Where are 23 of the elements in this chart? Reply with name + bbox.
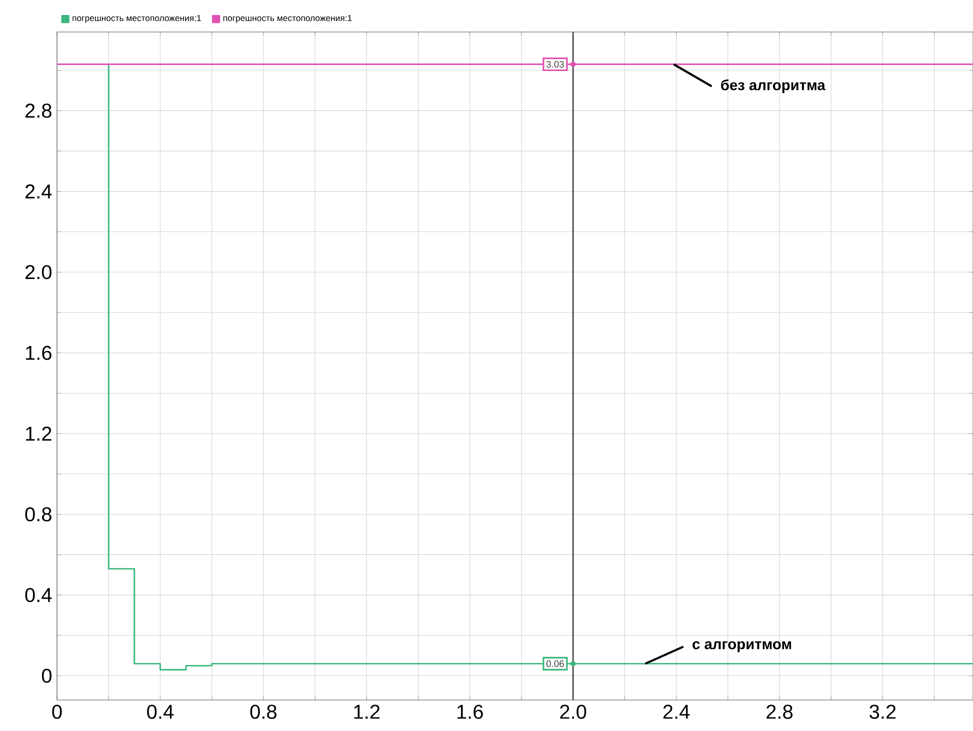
x-tick-label: 1.2 [354, 704, 380, 719]
x-tick-label: 0.4 [147, 704, 174, 719]
y-tick-label: 0 [42, 668, 52, 683]
annotation: без алгоритма [721, 79, 826, 94]
legend-label: погрешность местоположения:1 [72, 15, 201, 23]
x-tick-label: 0 [52, 704, 62, 719]
data-label: 3.03 [546, 60, 564, 68]
x-tick-label: 1.6 [457, 704, 483, 719]
annotation: с алгоритмом [692, 641, 792, 652]
legend-label: погрешность местоположения:1 [223, 15, 352, 23]
x-tick-label: 3.2 [870, 704, 896, 719]
y-tick-label: 2.8 [25, 104, 52, 118]
y-tick-label: 0.8 [25, 507, 52, 522]
x-tick-label: 2.4 [663, 704, 690, 719]
x-tick-label: 2.8 [766, 704, 793, 719]
data-label: 0.06 [546, 660, 564, 667]
y-tick-label: 2.4 [25, 184, 52, 198]
x-tick-label: 0.8 [250, 704, 276, 719]
x-tick-label: 2.0 [560, 704, 586, 719]
y-tick-label: 2.0 [25, 265, 52, 280]
y-tick-label: 1.2 [26, 426, 52, 441]
y-tick-label: 1.6 [26, 346, 52, 360]
y-tick-label: 0.4 [25, 588, 52, 602]
